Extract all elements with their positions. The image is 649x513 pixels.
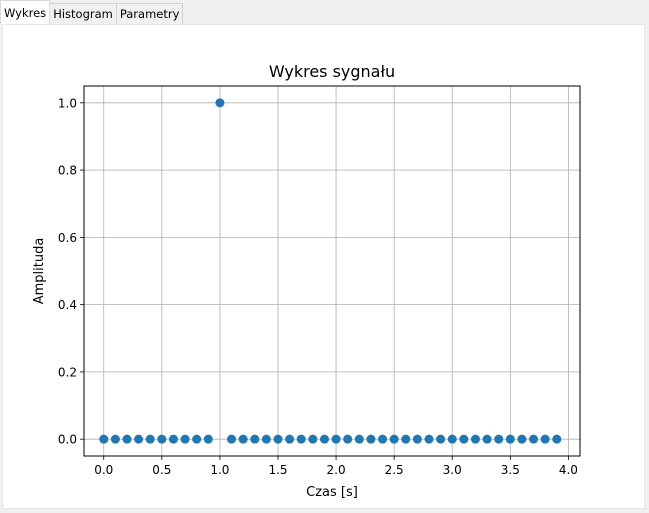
tab-histogram[interactable]: Histogram [49, 3, 117, 24]
data-point [401, 434, 411, 444]
x-tick-label: 3.5 [501, 463, 520, 477]
data-point [366, 434, 376, 444]
data-point [296, 434, 306, 444]
y-tick-label: 0.2 [58, 365, 77, 379]
data-point [412, 434, 422, 444]
scatter-points [99, 98, 562, 444]
y-axis-ticks: 0.0 0.2 0.4 0.6 0.8 1.0 [58, 96, 84, 447]
data-point [505, 434, 515, 444]
x-tick-label: 2.5 [385, 463, 404, 477]
data-point [319, 434, 329, 444]
data-point [308, 434, 318, 444]
data-point [227, 434, 237, 444]
data-point [180, 434, 190, 444]
x-tick-label: 4.0 [559, 463, 578, 477]
x-tick-label: 0.0 [94, 463, 113, 477]
grid-lines [84, 86, 580, 456]
x-tick-label: 1.5 [268, 463, 287, 477]
data-point [273, 434, 283, 444]
data-point [378, 434, 388, 444]
data-point [529, 434, 539, 444]
x-tick-label: 3.0 [443, 463, 462, 477]
data-point [285, 434, 295, 444]
y-tick-label: 0.4 [58, 298, 77, 312]
tab-panel [2, 24, 645, 509]
data-point [215, 98, 225, 108]
tab-bar: Wykres Histogram Parametry [0, 0, 649, 24]
data-point [238, 434, 248, 444]
x-axis-ticks: 0.0 0.5 1.0 1.5 2.0 2.5 3.0 3.5 4.0 [94, 456, 578, 477]
data-point [447, 434, 457, 444]
y-tick-label: 0.0 [58, 433, 77, 447]
data-point [157, 434, 167, 444]
data-point [517, 434, 527, 444]
data-point [134, 434, 144, 444]
x-tick-label: 1.0 [210, 463, 229, 477]
data-point [145, 434, 155, 444]
data-point [424, 434, 434, 444]
y-tick-label: 1.0 [58, 96, 77, 110]
data-point [250, 434, 260, 444]
data-point [168, 434, 178, 444]
x-axis-label: Czas [s] [306, 485, 358, 500]
x-tick-label: 0.5 [152, 463, 171, 477]
data-point [343, 434, 353, 444]
data-point [261, 434, 271, 444]
signal-chart: 0.0 0.5 1.0 1.5 2.0 2.5 3.0 3.5 4.0 0.0 0.2 0.4 0.6… [32, 62, 581, 500]
data-point [203, 434, 213, 444]
x-tick-label: 2.0 [327, 463, 346, 477]
tab-wykres[interactable]: Wykres [0, 0, 51, 24]
data-point [122, 434, 132, 444]
data-point [459, 434, 469, 444]
data-point [331, 434, 341, 444]
data-point [540, 434, 550, 444]
data-point [482, 434, 492, 444]
data-point [389, 434, 399, 444]
data-point [470, 434, 480, 444]
y-axis-label: Amplituda [32, 238, 47, 305]
tab-parametry[interactable]: Parametry [115, 3, 184, 24]
data-point [354, 434, 364, 444]
data-point [436, 434, 446, 444]
data-point [192, 434, 202, 444]
y-tick-label: 0.8 [58, 164, 77, 178]
axes-frame [83, 85, 581, 457]
data-point [99, 434, 109, 444]
data-point [552, 434, 562, 444]
data-point [494, 434, 504, 444]
data-point [110, 434, 120, 444]
chart-title: Wykres sygnału [269, 62, 395, 81]
y-tick-label: 0.6 [58, 231, 77, 245]
